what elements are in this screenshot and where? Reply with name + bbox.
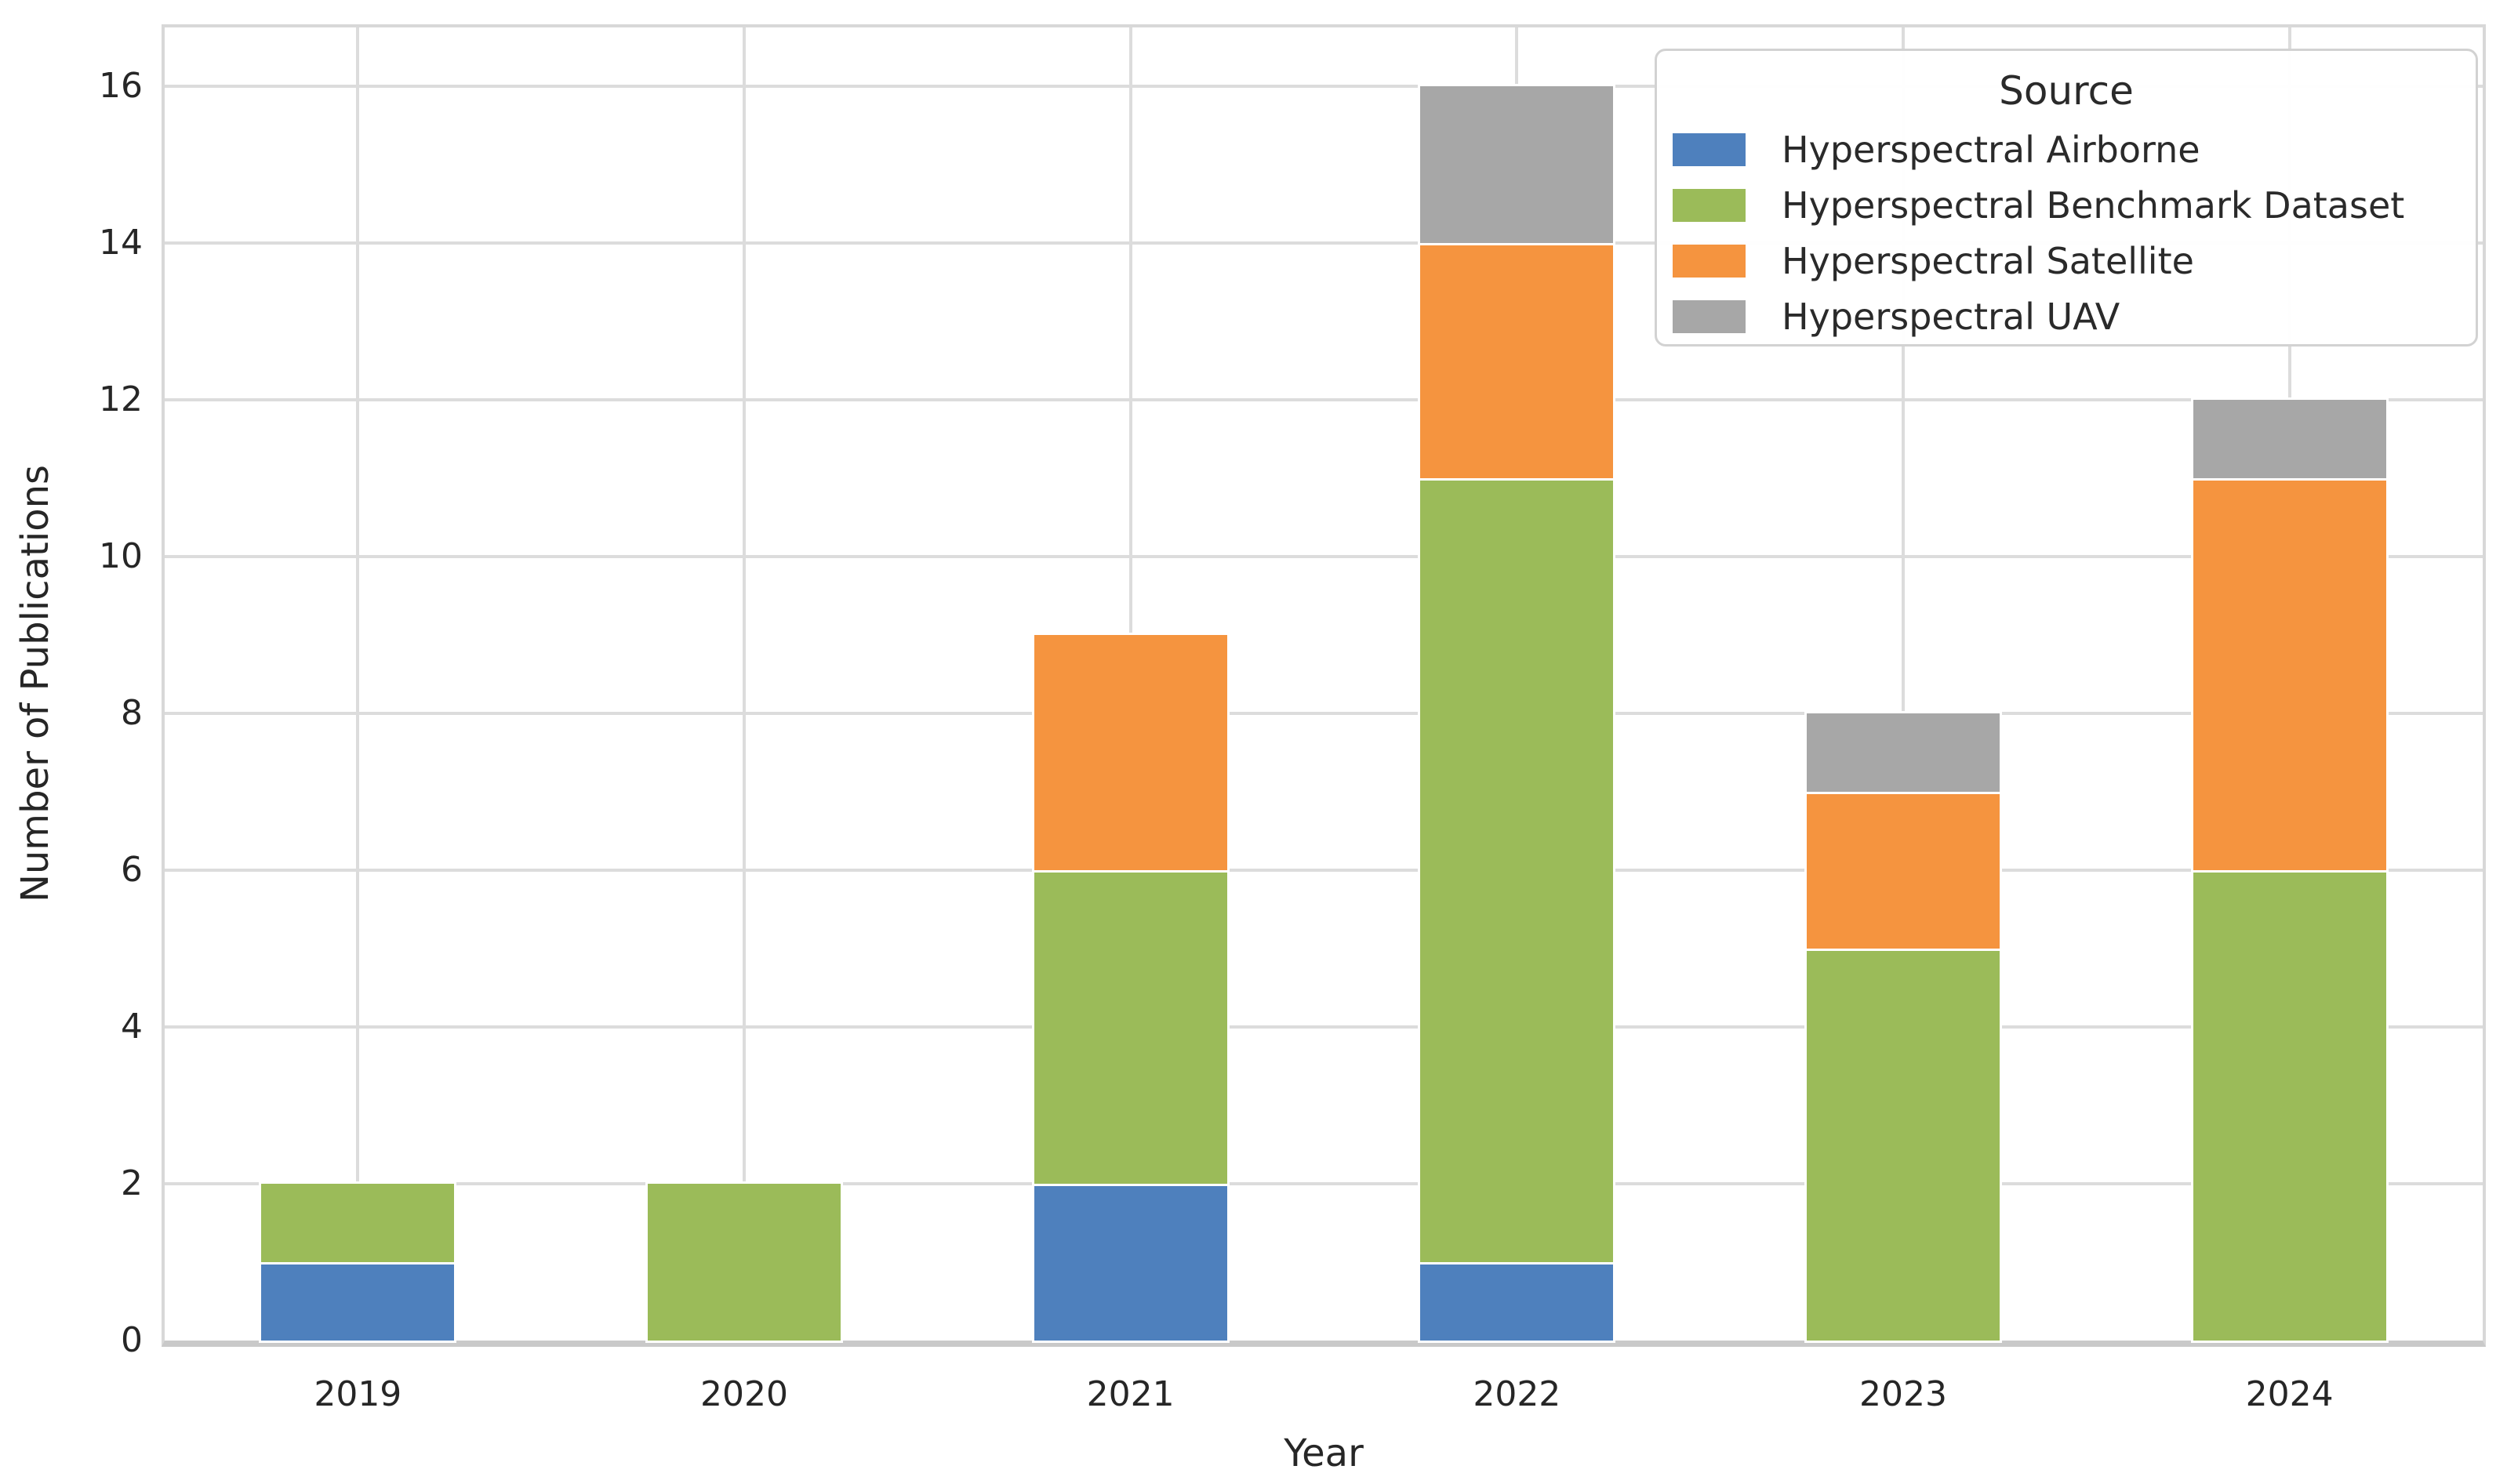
legend-item: Hyperspectral Satellite bbox=[1657, 233, 2476, 288]
legend-swatch bbox=[1673, 244, 1746, 278]
legend-label: Hyperspectral Airborne bbox=[1782, 128, 2200, 171]
legend-label: Hyperspectral Benchmark Dataset bbox=[1782, 183, 2405, 227]
bar-segment bbox=[1418, 1260, 1616, 1343]
bar-2020 bbox=[645, 27, 843, 1343]
bar-segment bbox=[259, 1260, 457, 1343]
legend-title: Source bbox=[1999, 68, 2134, 114]
grid-line-vertical bbox=[743, 27, 746, 1341]
x-tick-label: 2022 bbox=[1473, 1374, 1561, 1414]
bar-2022 bbox=[1418, 27, 1616, 1343]
bar-2019 bbox=[259, 27, 457, 1343]
grid-line-horizontal bbox=[165, 712, 2483, 715]
grid-line-horizontal bbox=[165, 869, 2483, 872]
bar-segment bbox=[1031, 633, 1230, 873]
bar-segment bbox=[1804, 789, 2002, 951]
bar-segment bbox=[259, 1181, 457, 1264]
y-tick-label: 16 bbox=[99, 66, 143, 106]
legend-label: Hyperspectral Satellite bbox=[1782, 239, 2194, 282]
legend-item: Hyperspectral UAV bbox=[1657, 288, 2476, 344]
x-tick-label: 2020 bbox=[700, 1374, 788, 1414]
grid-line-horizontal bbox=[165, 1025, 2483, 1029]
x-tick-label: 2024 bbox=[2245, 1374, 2334, 1414]
legend-item: Hyperspectral Benchmark Dataset bbox=[1657, 177, 2476, 233]
y-tick-label: 6 bbox=[121, 850, 143, 890]
bar-segment bbox=[1804, 711, 2002, 794]
x-tick-label: 2019 bbox=[314, 1374, 402, 1414]
bar-segment bbox=[1418, 241, 1616, 481]
grid-line-horizontal bbox=[165, 85, 2483, 88]
bar-segment bbox=[1031, 868, 1230, 1186]
bar-segment bbox=[2190, 397, 2389, 481]
bar-2024 bbox=[2190, 27, 2389, 1343]
legend-swatch bbox=[1673, 132, 1746, 166]
bar-segment bbox=[1804, 946, 2002, 1343]
grid-line-horizontal bbox=[165, 1182, 2483, 1185]
y-tick-label: 12 bbox=[99, 379, 143, 419]
legend-label: Hyperspectral UAV bbox=[1782, 295, 2120, 338]
legend: Source Hyperspectral Airborne Hyperspectr… bbox=[1655, 49, 2478, 347]
grid-line-vertical bbox=[1902, 27, 1905, 1341]
bar-2023 bbox=[1804, 27, 2002, 1343]
y-tick-label: 4 bbox=[121, 1007, 143, 1047]
grid-line-vertical bbox=[356, 27, 360, 1341]
y-axis-title-text: Number of Publications bbox=[13, 464, 57, 903]
bar-segment bbox=[645, 1181, 843, 1343]
grid-line-horizontal bbox=[165, 555, 2483, 558]
bar-segment bbox=[2190, 868, 2389, 1343]
grid-line-horizontal bbox=[165, 398, 2483, 401]
y-tick-label: 2 bbox=[121, 1163, 143, 1203]
grid-line-horizontal bbox=[165, 241, 2483, 245]
bar-segment bbox=[1031, 1181, 1230, 1343]
plot-inner bbox=[165, 27, 2483, 1343]
y-tick-label: 14 bbox=[99, 223, 143, 263]
legend-items: Hyperspectral Airborne Hyperspectral Benc… bbox=[1657, 122, 2476, 344]
bar-segment bbox=[1418, 476, 1616, 1264]
bar-2021 bbox=[1031, 27, 1230, 1343]
y-tick-label: 0 bbox=[121, 1320, 143, 1360]
y-tick-label: 10 bbox=[99, 536, 143, 576]
x-tick-label: 2021 bbox=[1086, 1374, 1175, 1414]
legend-swatch bbox=[1673, 188, 1746, 222]
legend-swatch bbox=[1673, 299, 1746, 333]
y-tick-label: 8 bbox=[121, 693, 143, 733]
bar-segment bbox=[1418, 84, 1616, 245]
x-tick-label: 2023 bbox=[1859, 1374, 1947, 1414]
legend-item: Hyperspectral Airborne bbox=[1657, 122, 2476, 177]
x-axis-title: Year bbox=[1284, 1431, 1364, 1475]
bar-segment bbox=[2190, 476, 2389, 873]
